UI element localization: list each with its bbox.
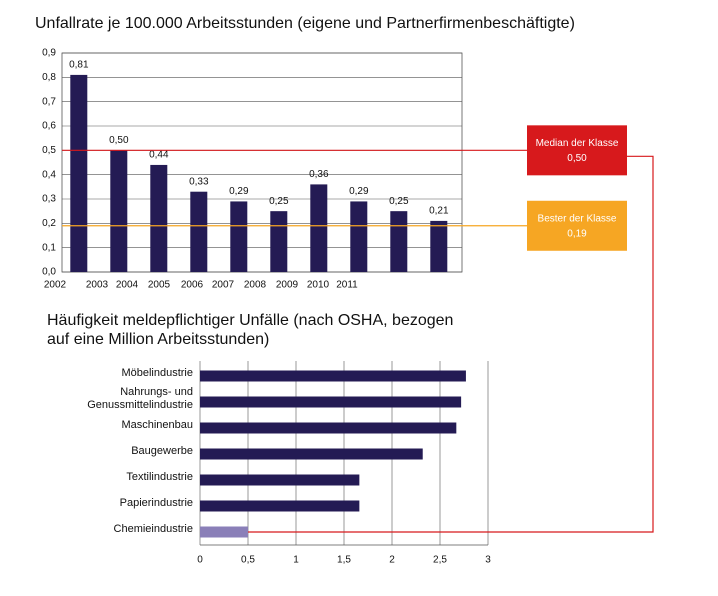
annotation-box [527,125,627,176]
x-tick-label: 3 [485,555,491,566]
x-tick-label: 2,5 [433,555,447,566]
chart-title: Häufigkeit meldepflichtiger Unfälle (nac… [47,312,454,348]
value-label: 0,81 [69,60,89,71]
bar [390,211,408,272]
y-tick-label: 0,1 [42,242,56,253]
y-tick-label: Chemieindustrie [113,522,193,535]
bar [150,164,168,272]
x-tick-label: 0 [197,555,203,566]
bar [200,448,423,460]
bar [200,500,360,512]
y-tick-label: 0,3 [42,194,56,205]
y-tick-label: 0,9 [42,48,56,59]
x-tick-label: 2006 [181,280,204,291]
value-label: 0,50 [109,135,129,146]
bar [190,191,208,272]
x-tick-label: 2004 [116,280,139,291]
plot-frame [61,52,463,273]
y-tick-label: 0,6 [42,121,56,132]
annotation-box [527,200,627,251]
y-tick-label: Papierindustrie [119,496,193,509]
y-tick-label: 0,4 [42,169,56,180]
y-tick-label: Baugewerbe [131,444,193,457]
x-tick-label: 1 [293,555,299,566]
x-tick-label: 2009 [276,280,299,291]
value-label: 0,29 [229,186,249,197]
y-tick-label: 0,0 [42,267,56,278]
value-label: 0,36 [309,169,329,180]
bar [110,150,128,272]
x-tick-label: 2005 [148,280,171,291]
x-tick-label: 2 [389,555,395,566]
x-tick-label: 0,5 [241,555,255,566]
value-label: 0,25 [269,196,289,207]
y-tick-label: Maschinenbau [121,418,193,431]
bar [200,474,360,486]
bar [350,201,368,272]
y-tick-label: 0,7 [42,96,56,107]
y-tick-label: 0,8 [42,72,56,83]
value-label: 0,21 [429,206,449,217]
x-tick-label: 2007 [212,280,235,291]
annotation-label: Bester der Klasse [538,213,617,224]
connector-line [248,155,654,533]
bar [200,370,466,382]
bar [310,184,328,272]
bar [230,201,248,272]
bar [430,220,448,272]
x-tick-label: 2010 [307,280,330,291]
bar [200,422,457,434]
x-tick-label: 2008 [244,280,267,291]
value-label: 0,25 [389,196,409,207]
bar [200,526,248,538]
x-tick-label: 2002 [44,280,67,291]
y-tick-label: Textilindustrie [126,470,193,483]
value-label: 0,33 [189,176,209,187]
y-tick-label: 0,2 [42,218,56,229]
y-tick-label: 0,5 [42,145,56,156]
value-label: 0,44 [149,150,169,161]
bar [200,396,462,408]
annotation-label: Median der Klasse [536,138,619,149]
x-tick-label: 1,5 [337,555,351,566]
annotation-value: 0,19 [567,228,587,239]
x-tick-label: 2011 [336,280,358,291]
y-tick-label: Nahrungs- und Genussmittelindustrie [87,386,193,411]
chart-title: Unfallrate je 100.000 Arbeitsstunden (ei… [35,15,575,32]
bar [270,211,288,272]
annotation-value: 0,50 [567,153,587,164]
y-tick-label: Möbelindustrie [121,366,193,379]
value-label: 0,29 [349,186,369,197]
x-tick-label: 2003 [86,280,109,291]
bar [70,74,88,273]
